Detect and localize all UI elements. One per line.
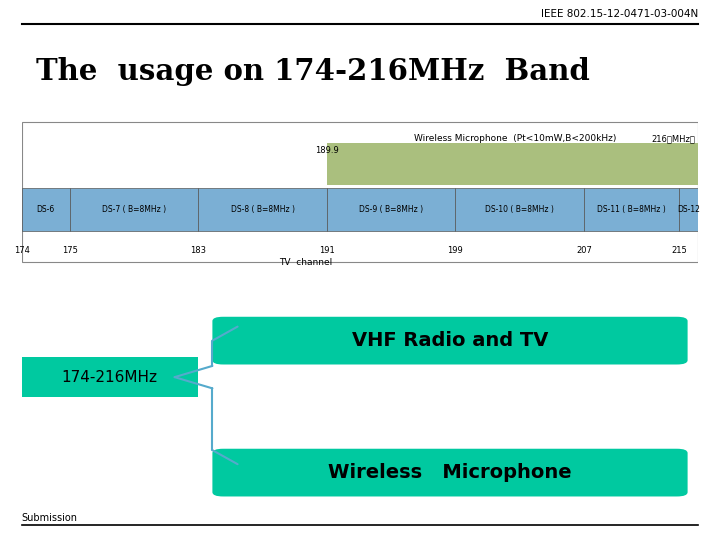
FancyBboxPatch shape: [212, 449, 688, 496]
Text: DS-7 ( B=8MHz ): DS-7 ( B=8MHz ): [102, 205, 166, 214]
Text: Submission: Submission: [22, 512, 78, 523]
Text: 207: 207: [576, 246, 592, 255]
Text: Wireless Microphone  (Pt<10mW,B<200kHz): Wireless Microphone (Pt<10mW,B<200kHz): [415, 134, 617, 143]
Text: 174: 174: [14, 246, 30, 255]
FancyBboxPatch shape: [327, 143, 698, 185]
Text: TV  channel: TV channel: [279, 258, 333, 267]
Text: DS-8 ( B=8MHz ): DS-8 ( B=8MHz ): [230, 205, 294, 214]
FancyBboxPatch shape: [198, 188, 327, 231]
FancyBboxPatch shape: [584, 188, 679, 231]
Text: 191: 191: [319, 246, 335, 255]
FancyBboxPatch shape: [22, 357, 198, 397]
Text: DS-11 ( B=8MHz ): DS-11 ( B=8MHz ): [597, 205, 666, 214]
Text: DS-9 ( B=8MHz ): DS-9 ( B=8MHz ): [359, 205, 423, 214]
Text: 189.9: 189.9: [315, 146, 338, 155]
Text: Wireless   Microphone: Wireless Microphone: [328, 463, 572, 482]
FancyBboxPatch shape: [679, 188, 698, 231]
Text: 215: 215: [671, 246, 687, 255]
FancyBboxPatch shape: [212, 317, 688, 364]
FancyBboxPatch shape: [327, 188, 456, 231]
FancyBboxPatch shape: [22, 188, 70, 231]
Text: 183: 183: [190, 246, 206, 255]
Text: 174-216MHz: 174-216MHz: [61, 370, 158, 384]
Text: 199: 199: [448, 246, 463, 255]
Text: The  usage on 174-216MHz  Band: The usage on 174-216MHz Band: [36, 57, 590, 86]
Text: DS-10 ( B=8MHz ): DS-10 ( B=8MHz ): [485, 205, 554, 214]
FancyBboxPatch shape: [22, 122, 698, 262]
FancyBboxPatch shape: [456, 188, 584, 231]
FancyBboxPatch shape: [70, 188, 198, 231]
Text: DS-12: DS-12: [677, 205, 700, 214]
Text: DS-6: DS-6: [37, 205, 55, 214]
Text: 175: 175: [62, 246, 78, 255]
Text: VHF Radio and TV: VHF Radio and TV: [352, 331, 548, 350]
Text: 216（MHz）: 216（MHz）: [651, 134, 695, 143]
Text: IEEE 802.15-12-0471-03-004N: IEEE 802.15-12-0471-03-004N: [541, 9, 698, 19]
